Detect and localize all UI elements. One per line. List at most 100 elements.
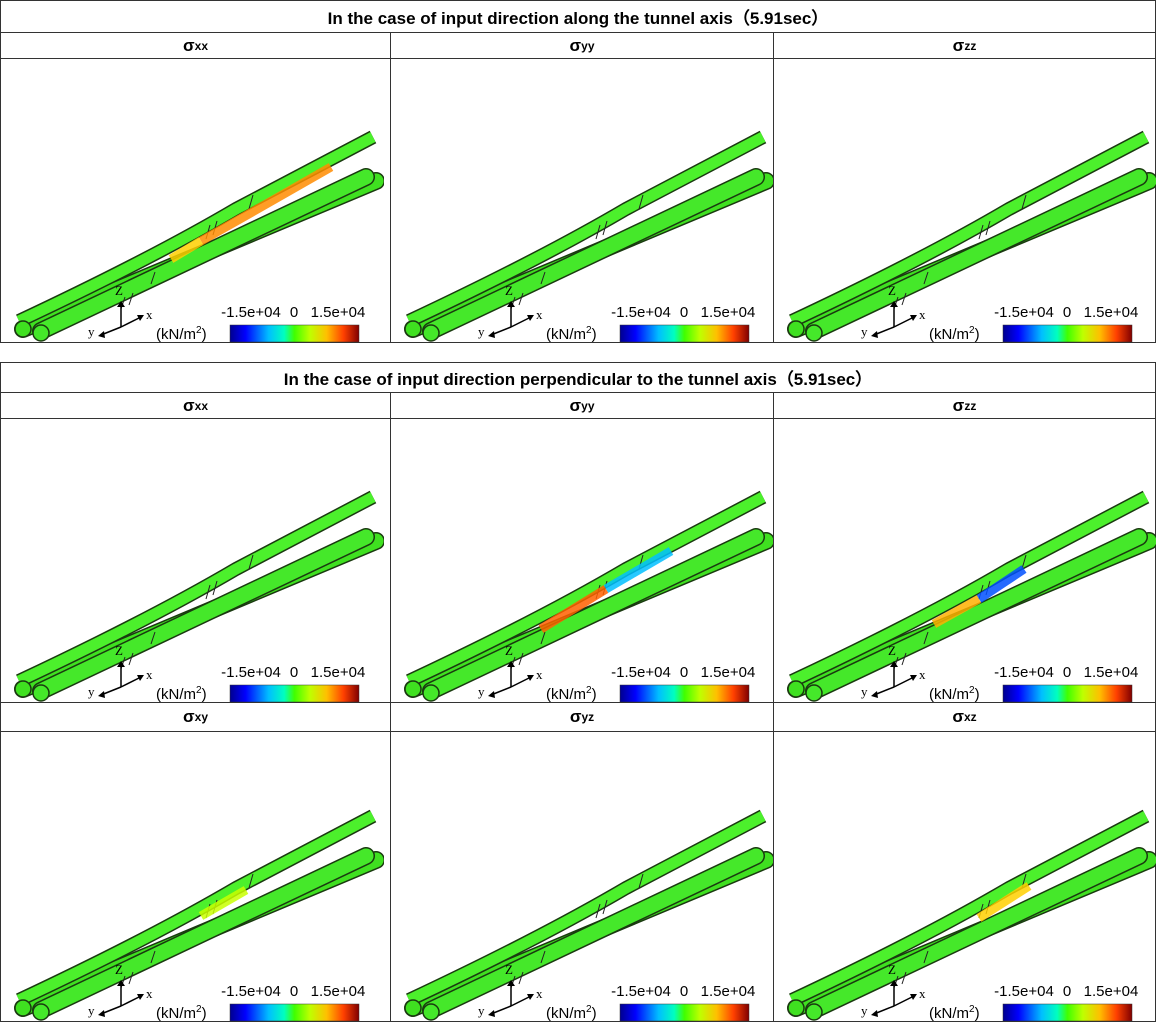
colorbar: -1.5e+0401.5e+04(kN/m2) (546, 983, 755, 1022)
colorbar-max: 1.5e+04 (1084, 304, 1139, 321)
colorbar-min: -1.5e+04 (994, 304, 1054, 321)
panel-header: σxy (0, 702, 391, 732)
colorbar-unit: (kN/m2) (546, 685, 597, 703)
colorbar-mid: 0 (1063, 983, 1071, 1000)
axis-z: Z (505, 962, 513, 977)
colorbar-unit: (kN/m2) (156, 325, 207, 343)
colorbar-unit: (kN/m2) (546, 1004, 597, 1022)
unit-base: (kN/m (546, 686, 586, 703)
stress-component: yy (581, 39, 594, 53)
axis-y: y (478, 684, 485, 699)
colorbar: -1.5e+04 0 1.5e+04 (kN/m2) (156, 304, 365, 343)
axis-y: y (861, 324, 868, 339)
stress-symbol: σ (570, 396, 582, 416)
colorbar-min: -1.5e+04 (221, 304, 281, 321)
colorbar-gradient (1003, 325, 1132, 342)
colorbar-mid: 0 (1063, 664, 1071, 681)
unit-close: ) (975, 686, 980, 703)
stress-component: yz (581, 710, 594, 724)
stress-component: yy (581, 399, 594, 413)
unit-base: (kN/m (929, 686, 969, 703)
axis-y: y (88, 324, 95, 339)
axis-x: x (146, 667, 153, 682)
table-title: In the case of input direction along the… (0, 0, 1156, 33)
colorbar-min: -1.5e+04 (994, 983, 1054, 1000)
colorbar-min: -1.5e+04 (611, 304, 671, 321)
colorbar-gradient (620, 325, 749, 342)
colorbar-min: -1.5e+04 (994, 664, 1054, 681)
unit-base: (kN/m (929, 326, 969, 343)
colorbar: -1.5e+0401.5e+04(kN/m2) (156, 664, 365, 703)
stress-symbol: σ (183, 396, 195, 416)
colorbar-max: 1.5e+04 (1084, 983, 1139, 1000)
panel-header: σzz (773, 392, 1156, 419)
colorbar: -1.5e+04 0 1.5e+04 (kN/m2) (929, 983, 1138, 1022)
colorbar: -1.5e+0401.5e+04(kN/m2) (546, 304, 755, 343)
axis-z: Z (115, 962, 123, 977)
colorbar-mid: 0 (1063, 304, 1071, 321)
colorbar-gradient (620, 1004, 749, 1021)
figure: In the case of input direction along the… (0, 0, 1156, 1026)
stress-symbol: σ (952, 707, 964, 727)
colorbar-unit: (kN/m2) (929, 1004, 980, 1022)
colorbar-mid: 0 (290, 983, 298, 1000)
colorbar-unit: (kN/m2) (546, 325, 597, 343)
stress-symbol: σ (183, 36, 195, 56)
axis-z: Z (888, 283, 896, 298)
colorbar-gradient (620, 685, 749, 702)
colorbar-unit: (kN/m2) (929, 325, 980, 343)
axis-z: Z (888, 643, 896, 658)
colorbar-mid: 0 (680, 983, 688, 1000)
colorbar-gradient (230, 1004, 359, 1021)
stress-symbol: σ (570, 707, 582, 727)
axis-y: y (88, 1003, 95, 1018)
panel: Zxy-1.5e+0401.5e+04(kN/m2) (390, 418, 774, 703)
unit-base: (kN/m (156, 686, 196, 703)
colorbar-mid: 0 (290, 664, 298, 681)
colorbar-unit: (kN/m2) (156, 1004, 207, 1022)
axis-x: x (536, 667, 543, 682)
unit-close: ) (592, 686, 597, 703)
stress-component: xx (195, 399, 208, 413)
colorbar-mid: 0 (290, 304, 298, 321)
axis-z: Z (505, 643, 513, 658)
axis-y: y (478, 324, 485, 339)
unit-close: ) (975, 326, 980, 343)
unit-base: (kN/m (156, 1005, 196, 1022)
unit-close: ) (975, 1005, 980, 1022)
panel-image: Zxy-1.5e+0401.5e+04(kN/m2) (391, 59, 775, 344)
axis-x: x (146, 986, 153, 1001)
table-title: In the case of input direction perpendic… (0, 362, 1156, 393)
colorbar-mid: 0 (680, 664, 688, 681)
colorbar-max: 1.5e+04 (701, 664, 756, 681)
colorbar-max: 1.5e+04 (311, 304, 366, 321)
unit-close: ) (202, 1005, 207, 1022)
colorbar: -1.5e+04 0 1.5e+04 (kN/m2) (929, 304, 1138, 343)
unit-base: (kN/m (929, 1005, 969, 1022)
colorbar-min: -1.5e+04 (221, 664, 281, 681)
unit-base: (kN/m (546, 1005, 586, 1022)
axis-z: Z (115, 283, 123, 298)
panel: Zxy-1.5e+0401.5e+04(kN/m2) (0, 731, 391, 1022)
unit-base: (kN/m (156, 326, 196, 343)
colorbar-max: 1.5e+04 (701, 304, 756, 321)
colorbar-max: 1.5e+04 (311, 983, 366, 1000)
axis-x: x (919, 986, 926, 1001)
stress-symbol: σ (953, 36, 965, 56)
stress-symbol: σ (570, 36, 582, 56)
